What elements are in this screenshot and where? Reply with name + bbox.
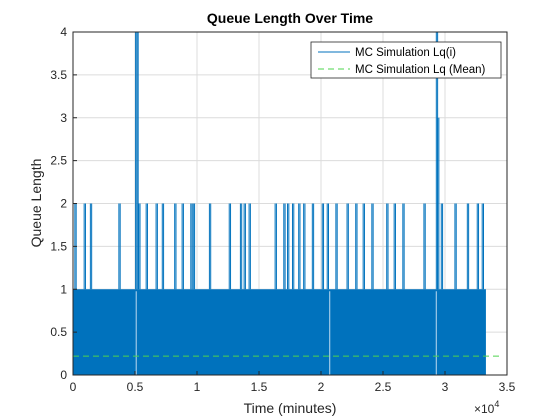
series-lq-band — [73, 289, 486, 375]
y-tick-label: 2.5 — [50, 154, 67, 168]
y-axis-label: Queue Length — [28, 159, 44, 248]
y-tick-label: 3 — [60, 111, 67, 125]
plot-area — [73, 32, 501, 375]
x-tick-label: 3 — [442, 380, 449, 394]
legend-label-mean: MC Simulation Lq (Mean) — [355, 64, 486, 76]
y-tick-label: 2 — [60, 197, 67, 211]
x-axis-label: Time (minutes) — [244, 400, 337, 416]
x-tick-label: 0 — [70, 380, 77, 394]
y-tick-label: 3.5 — [50, 68, 67, 82]
y-tick-label: 0 — [60, 368, 67, 382]
x-tick-label: 2.5 — [375, 380, 392, 394]
y-tick-label: 1 — [60, 282, 67, 296]
legend-box — [310, 41, 502, 79]
x-axis-exponent-base: ×10 — [474, 402, 495, 416]
y-tick-label: 4 — [60, 25, 67, 39]
x-tick-label: 1.5 — [251, 380, 268, 394]
x-axis-exponent: ×104 — [474, 399, 499, 416]
legend: MC Simulation Lq(i) MC Simulation Lq (Me… — [310, 41, 502, 79]
y-tick-label: 1.5 — [50, 239, 67, 253]
x-tick-label: 3.5 — [499, 380, 516, 394]
legend-label-lq: MC Simulation Lq(i) — [355, 47, 456, 59]
x-axis-exponent-power: 4 — [494, 399, 499, 409]
chart-title: Queue Length Over Time — [207, 10, 373, 26]
y-tick-label: 0.5 — [50, 325, 67, 339]
x-tick-label: 2 — [318, 380, 325, 394]
x-tick-label: 0.5 — [127, 380, 144, 394]
x-tick-label: 1 — [194, 380, 201, 394]
ticks: 0 0.5 1 1.5 2 2.5 3 3.5 0 0.5 1 1.5 2 2.5 3 3.5 4 — [50, 25, 515, 394]
